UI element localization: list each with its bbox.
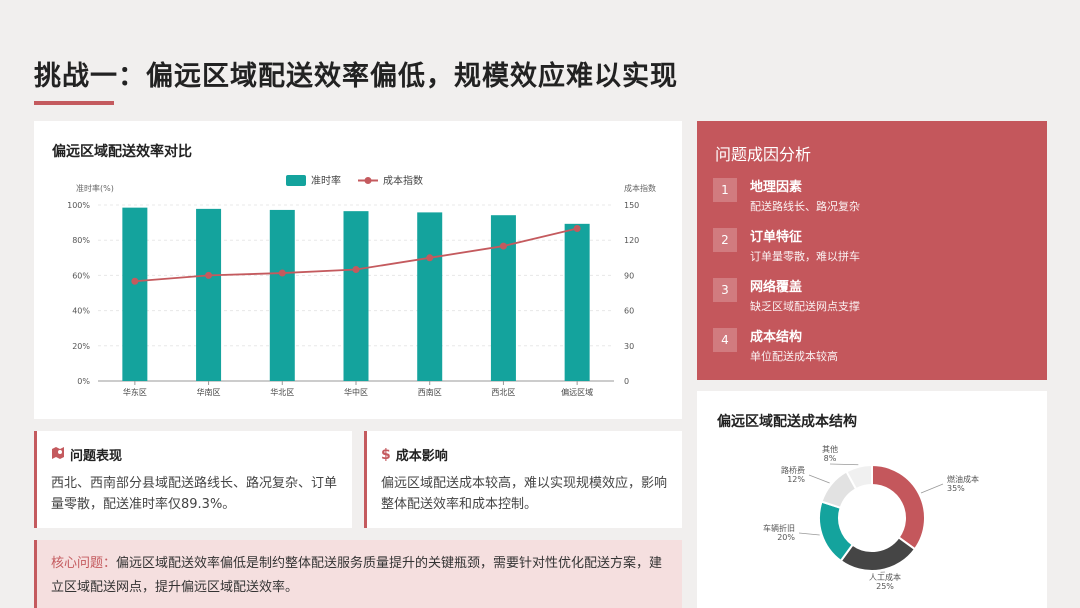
slice-name-label: 燃油成本 [947,474,979,484]
x-tick-label: 偏远区域 [561,387,593,397]
problem-title: 问题表现 [70,449,123,464]
line-point [426,254,434,262]
line-point [278,269,286,277]
line-point [352,266,360,274]
y-left-tick-label: 0% [77,377,90,386]
cause-item: 2 订单特征 订单量零散，难以拼车 [713,224,1033,268]
bar [269,209,295,381]
pie-title: 偏远区域配送成本结构 [717,414,857,430]
bar [196,208,222,381]
slice-name-label: 人工成本 [869,572,901,582]
line-point [205,271,213,279]
bar [343,211,369,381]
y-right-tick-label: 60 [624,307,634,316]
legend-swatch-bar [286,175,306,186]
y-left-axis-label: 准时率(%) [76,183,114,193]
donut-slice [818,500,854,563]
y-right-tick-label: 90 [624,271,634,280]
slice-value-label: 12% [787,475,805,484]
impact-text: 偏远区域配送成本较高，难以实现规模效应，影响整体配送效率和成本控制。 [381,476,668,512]
leader-line [798,532,820,536]
legend-label-line: 成本指数 [383,174,423,187]
bar [564,223,590,381]
cause-desc: 缺乏区域配送网点支撑 [750,300,860,313]
cost-structure-card: 偏远区域配送成本结构 燃油成本 35% 人工成本 25% 车辆折旧 20% 路桥费 12% 其他… [697,391,1047,608]
line-point [573,224,581,232]
cause-title: 成本结构 [750,330,803,345]
page-title: 挑战一：偏远区域配送效率偏低，规模效应难以实现 [34,61,678,92]
y-right-axis-label: 成本指数 [624,183,656,193]
map-pin-icon [51,446,65,464]
legend-label-bar: 准时率 [311,174,341,187]
cause-desc: 单位配送成本较高 [750,350,838,363]
cause-number: 1 [713,178,737,202]
problem-header: 问题表现 [51,445,122,464]
x-tick-label: 华东区 [123,387,147,397]
slice-name-label: 车辆折旧 [763,523,795,533]
cause-desc: 配送路线长、路况复杂 [750,200,860,213]
cause-desc: 订单量零散，难以拼车 [750,250,860,263]
impact-header: $ 成本影响 [381,445,448,465]
dollar-icon: $ [381,446,391,463]
bar [417,212,443,381]
leader-line [920,483,944,494]
y-right-tick-label: 150 [624,201,639,210]
cause-item: 4 成本结构 单位配送成本较高 [713,324,1033,368]
cause-number: 3 [713,278,737,302]
slice-value-label: 35% [947,484,965,493]
cause-title: 地理因素 [750,180,803,195]
slice-value-label: 8% [824,454,837,463]
x-tick-label: 华南区 [197,387,221,397]
bar [122,207,148,381]
cause-title: 网络覆盖 [750,280,803,295]
line-point [131,277,139,285]
core-issue-label: 核心问题： [51,556,117,571]
cause-number: 2 [713,228,737,252]
problem-card: 问题表现 西北、西南部分县域配送路线长、路况复杂、订单量零散，配送准时率仅89.… [34,431,352,528]
y-right-tick-label: 120 [624,236,639,245]
donut-slice [839,536,917,572]
efficiency-chart-card: 偏远区域配送效率对比 0% 0 20% 30 40% 60 60% 90 80% 120 100% 1… [34,121,682,419]
y-left-tick-label: 40% [72,307,90,316]
y-right-tick-label: 0 [624,377,629,386]
cause-analysis-card: 问题成因分析 1 地理因素 配送路线长、路况复杂 2 订单特征 订单量零散，难以… [697,121,1047,380]
cause-item: 3 网络覆盖 缺乏区域配送网点支撑 [713,274,1033,318]
leader-line [808,474,830,484]
core-issue-body: 偏远区域配送效率偏低是制约整体配送服务质量提升的关键瓶颈，需要针对性优化配送方案… [51,556,663,595]
x-tick-label: 华北区 [270,387,294,397]
bar [490,215,516,381]
problem-text: 西北、西南部分县域配送路线长、路况复杂、订单量零散，配送准时率仅89.3%。 [51,476,338,512]
legend-marker [364,177,372,184]
slice-value-label: 20% [777,533,795,542]
x-tick-label: 华中区 [344,387,368,397]
efficiency-chart: 0% 0 20% 30 40% 60 60% 90 80% 120 100% 150 准时率(%) 成本指… [67,174,656,397]
slice-value-label: 25% [876,582,894,591]
y-right-tick-label: 30 [624,342,634,351]
donut-slice [845,463,873,491]
cause-item: 1 地理因素 配送路线长、路况复杂 [713,174,1033,218]
title-underline [34,101,114,105]
slice-name-label: 其他 [822,444,838,454]
x-tick-label: 西南区 [418,387,442,397]
x-tick-label: 西北区 [491,388,515,397]
y-left-tick-label: 60% [72,271,90,280]
core-issue-banner: 核心问题：偏远区域配送效率偏低是制约整体配送服务质量提升的关键瓶颈，需要针对性优… [34,540,682,608]
impact-card: $ 成本影响 偏远区域配送成本较高，难以实现规模效应，影响整体配送效率和成本控制… [364,431,682,528]
analysis-title: 问题成因分析 [715,145,812,164]
cause-title: 订单特征 [750,230,803,245]
y-left-tick-label: 20% [72,342,90,351]
cause-number: 4 [713,328,737,352]
chart-title: 偏远区域配送效率对比 [52,144,192,160]
leader-line [829,463,859,466]
line-point [499,242,507,250]
y-left-tick-label: 80% [72,236,90,245]
core-issue-text: 核心问题：偏远区域配送效率偏低是制约整体配送服务质量提升的关键瓶颈，需要针对性优… [51,552,668,600]
y-left-tick-label: 100% [67,201,90,210]
impact-title: 成本影响 [395,449,448,464]
slice-name-label: 路桥费 [781,465,805,475]
